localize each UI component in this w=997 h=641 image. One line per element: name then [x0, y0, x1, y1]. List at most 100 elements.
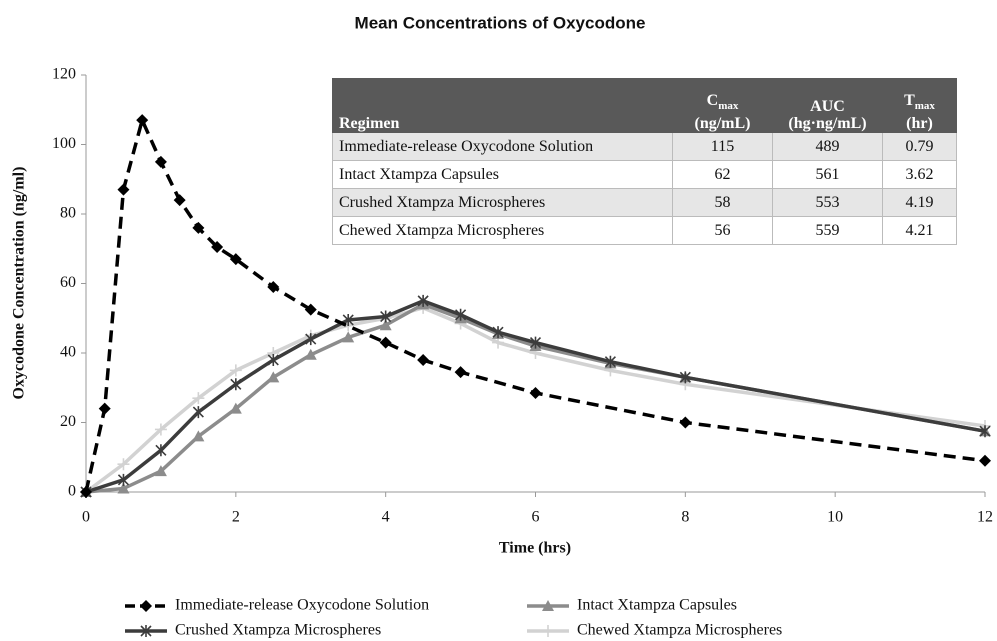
table-cell: 489	[772, 132, 883, 161]
table-cell: 115	[672, 132, 773, 161]
header-unit: (ng/mL)	[694, 115, 751, 132]
marker	[117, 458, 130, 471]
chart-title: Mean Concentrations of Oxycodone	[355, 13, 646, 32]
header-text: Regimen	[339, 115, 400, 132]
series-line	[85, 302, 986, 494]
marker	[267, 353, 279, 366]
table-cell: 4.19	[882, 188, 957, 217]
y-axis-label: Oxycodone Concentration (ng/ml)	[11, 167, 28, 400]
summary-table: Regimen Cmax (ng/mL) AUC (hg·ng/mL) Tmax (hr) I…	[332, 78, 957, 245]
marker	[192, 430, 205, 442]
marker	[154, 423, 167, 436]
marker	[679, 371, 691, 384]
header-cell: Tmax (hr)	[882, 78, 957, 133]
marker	[155, 444, 167, 457]
marker	[492, 326, 504, 339]
header-row: Regimen Cmax (ng/mL) AUC (hg·ng/mL) Tmax (hr)	[332, 78, 957, 133]
table-cell: Immediate-release Oxycodone Solution	[332, 132, 673, 161]
table-row: Intact Xtampza Capsules 62 561 3.62	[332, 160, 957, 189]
marker	[117, 183, 130, 196]
header-cell: Regimen	[332, 78, 673, 133]
marker	[529, 336, 542, 349]
marker	[192, 392, 205, 405]
y-tick-label: 20	[60, 413, 76, 430]
table-cell: 553	[772, 188, 883, 217]
marker	[192, 406, 204, 419]
marker	[342, 331, 355, 343]
table-row: Crushed Xtampza Microspheres 58 553 4.19	[332, 188, 957, 217]
header-symbol: AUC	[810, 98, 845, 115]
y-tick-label: 80	[60, 205, 76, 222]
marker	[380, 310, 392, 323]
legend-label: Intact Xtampza Capsules	[577, 597, 737, 614]
marker	[604, 355, 616, 368]
header-symbol: C	[706, 91, 719, 109]
marker	[80, 486, 92, 498]
marker	[542, 600, 554, 611]
y-tick-label: 120	[52, 66, 76, 83]
table-row: Immediate-release Oxycodone Solution 115 4…	[332, 132, 957, 161]
marker	[305, 333, 317, 346]
marker	[529, 386, 542, 399]
legend-label: Chewed Xtampza Microspheres	[577, 622, 782, 639]
marker	[154, 155, 167, 168]
table-cell: 559	[772, 216, 883, 245]
y-tick-label: 40	[60, 344, 76, 361]
marker	[455, 308, 467, 321]
header-unit: (hg·ng/mL)	[788, 115, 867, 132]
marker	[542, 625, 554, 637]
table-cell: 561	[772, 160, 883, 189]
header-unit: (hr)	[906, 115, 933, 132]
series-line	[85, 298, 986, 494]
header-cell: Cmax (ng/mL)	[672, 78, 773, 133]
marker	[267, 280, 280, 293]
marker	[229, 364, 242, 377]
marker	[229, 402, 242, 414]
marker	[379, 336, 392, 349]
marker	[117, 482, 130, 494]
marker	[979, 454, 991, 467]
y-tick-label: 60	[60, 274, 76, 291]
table-cell: 58	[672, 188, 773, 217]
marker	[117, 473, 130, 486]
header-cell: AUC (hg·ng/mL)	[772, 78, 883, 133]
marker	[173, 194, 186, 207]
series-line	[84, 305, 986, 494]
marker	[98, 402, 111, 415]
header-symbol: T	[904, 91, 915, 109]
table-cell: Crushed Xtampza Microspheres	[332, 188, 673, 217]
x-tick-label: 0	[82, 509, 90, 526]
table-cell: Intact Xtampza Capsules	[332, 160, 673, 189]
table-cell: 4.21	[882, 216, 957, 245]
marker	[304, 303, 317, 316]
marker	[154, 465, 167, 477]
marker	[140, 625, 152, 637]
marker	[679, 416, 692, 429]
marker	[192, 221, 205, 234]
y-tick-label: 100	[52, 135, 76, 152]
x-axis-label: Time (hrs)	[499, 540, 571, 557]
header-subscript: max	[914, 100, 935, 112]
marker	[136, 114, 149, 127]
series-line	[84, 114, 986, 493]
table-row: Chewed Xtampza Microspheres 56 559 4.21	[332, 216, 957, 245]
x-tick-label: 10	[827, 509, 843, 526]
x-tick-label: 4	[382, 509, 390, 526]
table-cell: 62	[672, 160, 773, 189]
y-tick-label: 0	[68, 483, 76, 500]
marker	[379, 319, 392, 331]
x-tick-label: 8	[681, 509, 689, 526]
table-cell: 0.79	[882, 132, 957, 161]
table-cell: 56	[672, 216, 773, 245]
legend-label: Immediate-release Oxycodone Solution	[175, 597, 429, 614]
marker	[140, 600, 152, 612]
x-tick-label: 6	[532, 509, 540, 526]
marker	[267, 371, 280, 383]
marker	[979, 425, 991, 438]
x-tick-label: 12	[977, 509, 993, 526]
header-subscript: max	[718, 100, 739, 112]
legend-label: Crushed Xtampza Microspheres	[175, 622, 381, 639]
marker	[417, 353, 430, 366]
